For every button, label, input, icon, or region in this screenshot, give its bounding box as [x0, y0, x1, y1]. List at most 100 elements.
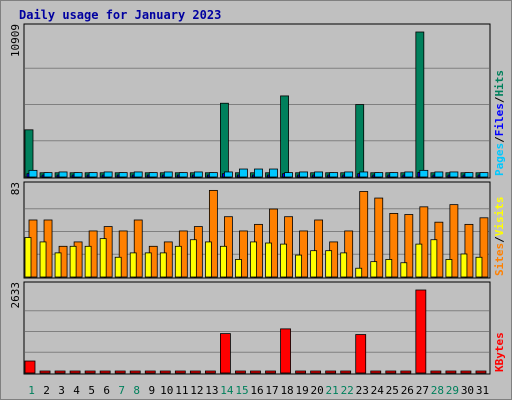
pages-bar [404, 171, 414, 178]
sites-bar [400, 262, 408, 278]
panel-2-ymax-label: 83 [9, 182, 22, 195]
pages-bar [479, 172, 489, 178]
sites-bar [174, 245, 182, 278]
pages-bar [163, 171, 173, 178]
chart-title: Daily usage for January 2023 [19, 8, 222, 22]
sites-bar [385, 259, 393, 278]
visits-bar [299, 230, 308, 278]
pages-bar [208, 172, 218, 178]
x-tick-label: 30 [461, 384, 474, 397]
x-tick-label: 6 [103, 384, 110, 397]
sites-bar [250, 241, 257, 278]
sites-bar [24, 237, 32, 278]
sites-bar [39, 241, 47, 278]
kbytes-bar [235, 370, 246, 374]
kbytes-bar [24, 360, 36, 374]
pages-bar [133, 171, 143, 178]
pages-bar [359, 171, 369, 178]
kbytes-bar [129, 370, 141, 374]
pages-bar [193, 171, 203, 178]
x-tick-label: 10 [160, 384, 173, 397]
kbytes-bar [295, 370, 306, 374]
kbytes-bar [69, 370, 81, 374]
pages-bar [344, 171, 354, 178]
x-tick-label: 12 [190, 384, 203, 397]
pages-bar [118, 172, 128, 178]
sites-bar [129, 252, 137, 278]
sites-bar [280, 243, 287, 278]
kbytes-bar [355, 334, 367, 374]
kbytes-bar [54, 370, 66, 374]
sites-bar [295, 254, 302, 278]
pages-bar [239, 168, 248, 178]
pages-bar [449, 171, 459, 178]
hits-bar [220, 102, 229, 178]
x-tick-label: 19 [295, 384, 308, 397]
kbytes-bar [340, 370, 352, 374]
sites-bar [220, 245, 227, 278]
x-tick-label: 22 [341, 384, 354, 397]
pages-bar [284, 172, 293, 178]
kbytes-bar [445, 370, 457, 374]
hits-bar [415, 31, 425, 178]
x-tick-label: 5 [88, 384, 95, 397]
x-tick-label: 17 [265, 384, 278, 397]
legend-entry: Pages [493, 143, 506, 176]
legend-entry: Hits [493, 70, 506, 97]
kbytes-bar [280, 328, 291, 374]
sites-bar [54, 252, 62, 278]
visits-bar [449, 204, 459, 278]
x-tick-label: 26 [401, 384, 414, 397]
visits-bar [314, 219, 324, 278]
visits-bar [133, 219, 143, 278]
kbytes-bar [460, 370, 472, 374]
kbytes-bar [370, 370, 382, 374]
pages-bar [178, 172, 188, 178]
x-tick-label: 20 [311, 384, 324, 397]
kbytes-bar [430, 370, 442, 374]
pages-bar [419, 169, 429, 178]
x-tick-label: 31 [476, 384, 489, 397]
kbytes-bar [204, 370, 216, 374]
sites-bar [99, 238, 107, 278]
x-tick-label: 25 [386, 384, 399, 397]
kbytes-bar [159, 370, 171, 374]
legend-entry: Visits [493, 197, 506, 237]
panel-3-box [23, 281, 491, 375]
hits-bar [280, 95, 289, 178]
pages-bar [374, 172, 384, 178]
x-tick-label: 13 [205, 384, 218, 397]
pages-bar [148, 172, 158, 178]
hits-bar [355, 104, 365, 178]
visits-bar [118, 230, 128, 278]
panel-3-ymax-label: 2633 [9, 282, 22, 309]
kbytes-bar [220, 333, 231, 374]
sites-bar [84, 245, 92, 278]
visits-bar [464, 223, 474, 278]
pages-bar [314, 171, 324, 178]
kbytes-bar [39, 370, 51, 374]
pages-bar [103, 171, 113, 178]
sites-bar [430, 239, 438, 278]
x-tick-label: 2 [43, 384, 50, 397]
sites-bar [265, 242, 272, 278]
x-tick-label: 24 [371, 384, 385, 397]
pages-bar [73, 172, 83, 178]
panel-3-legend: KBytes [493, 332, 506, 372]
kbytes-bar [174, 370, 186, 374]
pages-bar [464, 172, 474, 178]
x-tick-label: 18 [280, 384, 293, 397]
x-tick-label: 1 [28, 384, 35, 397]
kbytes-bar [310, 370, 322, 374]
sites-bar [460, 253, 468, 278]
pages-bar [299, 171, 308, 178]
sites-bar [235, 259, 242, 278]
pages-bar [329, 172, 339, 178]
legend-entry: Files [493, 103, 506, 136]
kbytes-bar [325, 370, 337, 374]
kbytes-bar [114, 370, 126, 374]
visits-bar [389, 213, 399, 278]
legend-entry: KBytes [493, 332, 506, 372]
sites-bar [69, 245, 77, 278]
